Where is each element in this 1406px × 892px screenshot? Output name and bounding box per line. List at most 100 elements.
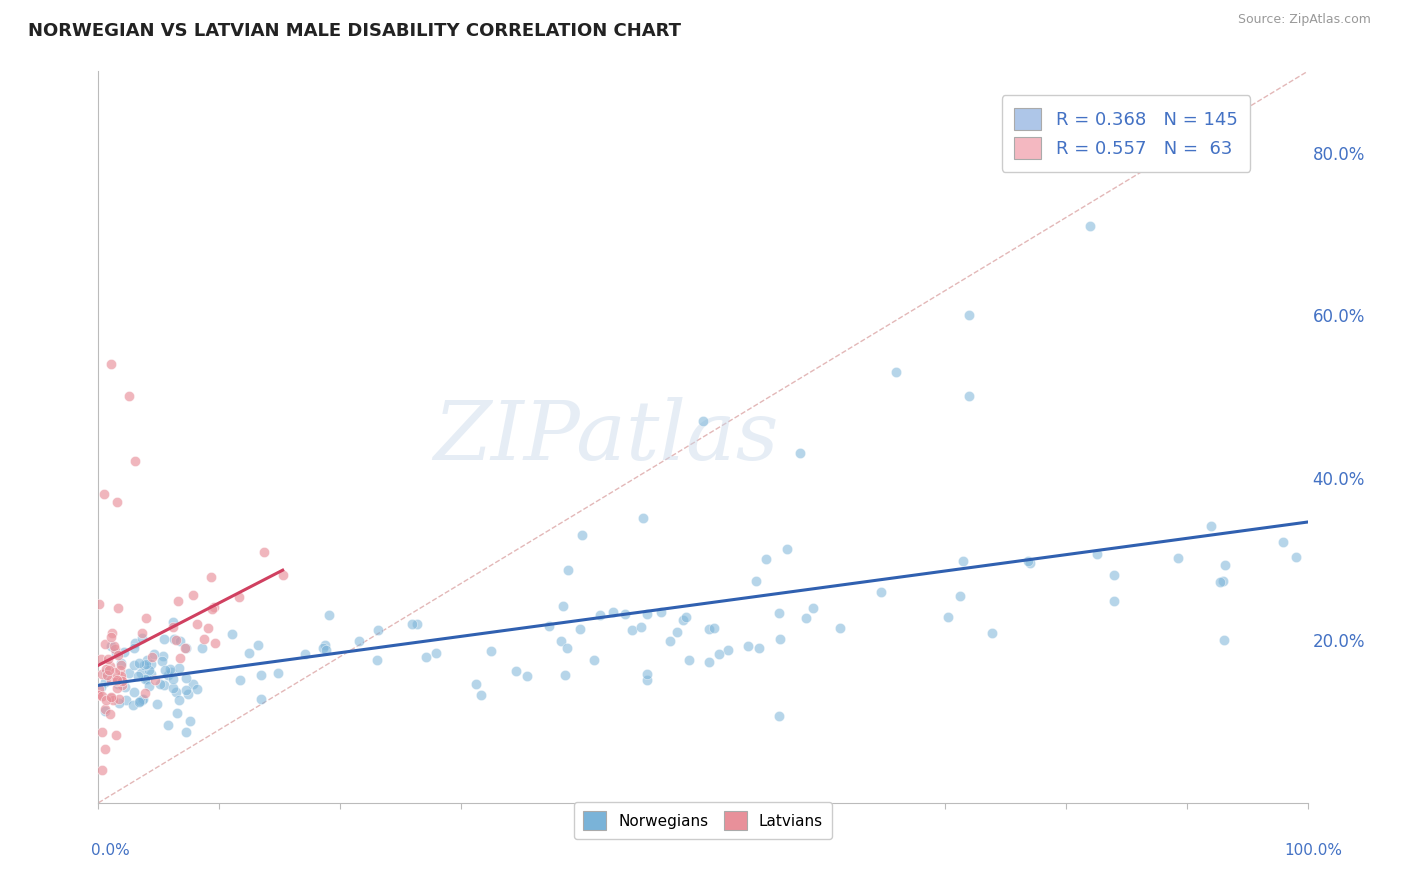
Text: 100.0%: 100.0% — [1285, 843, 1343, 858]
Point — [886, 365, 908, 379]
Point — [145, 697, 167, 711]
Point — [105, 728, 128, 742]
Point — [1078, 219, 1101, 233]
Point — [87, 687, 110, 701]
Point — [128, 694, 150, 708]
Point — [174, 641, 197, 656]
Point — [128, 656, 150, 670]
Point — [94, 675, 117, 690]
Point — [93, 487, 115, 501]
Point — [658, 634, 681, 648]
Point — [110, 668, 132, 682]
Point — [636, 666, 658, 681]
Y-axis label: Male Disability: Male Disability — [0, 381, 7, 493]
Point — [249, 692, 271, 706]
Point — [957, 389, 980, 403]
Point — [160, 665, 183, 679]
Point — [228, 591, 250, 605]
Point — [141, 657, 163, 671]
Point — [90, 652, 112, 666]
Point — [122, 658, 145, 673]
Point — [636, 673, 658, 687]
Point — [104, 646, 127, 660]
Point — [193, 632, 215, 646]
Point — [201, 601, 224, 615]
Point — [135, 610, 157, 624]
Point — [110, 678, 132, 692]
Point — [176, 671, 198, 685]
Point — [162, 681, 184, 695]
Point — [100, 626, 122, 640]
Point — [129, 666, 152, 681]
Point — [768, 709, 790, 723]
Point — [138, 663, 160, 677]
Point — [620, 623, 643, 637]
Point — [186, 617, 208, 632]
Point — [271, 568, 294, 582]
Point — [631, 511, 654, 525]
Point — [1104, 594, 1126, 608]
Text: 0.0%: 0.0% — [91, 843, 131, 858]
Point — [202, 600, 225, 615]
Point — [538, 619, 561, 633]
Point — [425, 646, 447, 660]
Text: Source: ZipAtlas.com: Source: ZipAtlas.com — [1237, 13, 1371, 27]
Point — [366, 653, 388, 667]
Point — [692, 414, 714, 428]
Point — [671, 613, 693, 627]
Point — [1209, 575, 1232, 590]
Point — [142, 647, 165, 661]
Point — [470, 688, 492, 702]
Point — [1199, 518, 1222, 533]
Point — [347, 634, 370, 648]
Point — [156, 718, 179, 732]
Point — [174, 683, 197, 698]
Point — [128, 694, 150, 708]
Point — [737, 640, 759, 654]
Point — [1285, 549, 1308, 564]
Point — [177, 687, 200, 701]
Point — [318, 608, 340, 623]
Point — [153, 632, 176, 646]
Point — [703, 621, 725, 635]
Point — [111, 674, 134, 689]
Point — [104, 665, 127, 679]
Point — [602, 605, 624, 619]
Point — [132, 657, 155, 672]
Point — [91, 689, 114, 703]
Point — [614, 607, 637, 621]
Point — [678, 653, 700, 667]
Point — [135, 672, 157, 686]
Point — [169, 633, 191, 648]
Point — [105, 673, 128, 687]
Point — [122, 685, 145, 699]
Point — [90, 667, 112, 681]
Point — [162, 673, 184, 687]
Point — [105, 681, 128, 695]
Point — [768, 606, 790, 620]
Point — [204, 635, 226, 649]
Point — [91, 724, 114, 739]
Point — [980, 626, 1002, 640]
Point — [153, 678, 176, 692]
Point — [569, 622, 592, 636]
Point — [100, 630, 122, 644]
Point — [415, 650, 437, 665]
Point — [406, 617, 429, 632]
Point — [98, 663, 121, 677]
Point — [221, 627, 243, 641]
Point — [238, 646, 260, 660]
Point — [186, 681, 208, 696]
Point — [100, 673, 122, 688]
Point — [191, 640, 214, 655]
Point — [165, 632, 187, 647]
Point — [94, 662, 117, 676]
Point — [89, 682, 111, 697]
Point — [127, 668, 149, 682]
Point — [162, 620, 184, 634]
Point — [110, 671, 132, 685]
Point — [96, 668, 118, 682]
Point — [650, 605, 672, 619]
Point — [167, 693, 190, 707]
Point — [870, 584, 893, 599]
